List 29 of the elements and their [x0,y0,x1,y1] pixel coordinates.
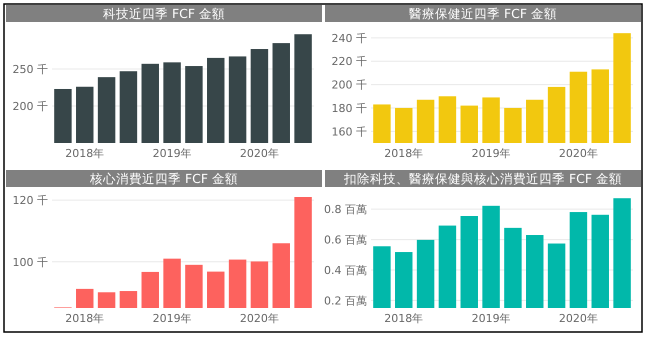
y-tick-label: 120 千 [12,194,48,208]
y-tick-label: 0.2 百萬 [324,294,367,308]
y-tick-label: 200 千 [332,78,367,92]
x-tick-label: 2020年 [558,312,598,325]
y-tick-label: 0.4 百萬 [324,264,367,277]
x-tick-label: 2019年 [472,147,511,160]
y-tick-label: 250 千 [12,63,48,76]
title: 科技近四季 FCF 金額 [102,6,226,21]
y-tick-label: 220 千 [332,55,367,68]
x-tick-label: 2019年 [472,312,511,325]
title: 醫療保健近四季 FCF 金額 [408,6,558,21]
x-tick-label: 2020年 [558,147,598,160]
x-tick-label: 2018年 [65,312,104,325]
y-tick-label: 240 千 [332,32,367,45]
x-tick-label: 2019年 [152,312,192,325]
y-tick-label: 100 千 [12,256,48,269]
x-tick-label: 2018年 [384,147,424,160]
x-tick-label: 2018年 [65,147,104,160]
x-tick-label: 2020年 [240,312,279,325]
x-tick-label: 2018年 [384,312,424,325]
y-tick-label: 160 千 [332,125,367,138]
title: 扣除科技、醫療保健與核心消費近四季 FCF 金額 [344,171,622,186]
y-tick-label: 0.8 百萬 [324,203,367,216]
x-tick-label: 2019年 [152,147,192,160]
title: 核心消費近四季 FCF 金額 [90,171,238,186]
y-tick-label: 0.6 百萬 [324,234,367,247]
y-tick-label: 180 千 [332,102,367,115]
y-tick-label: 200 千 [12,100,48,113]
x-tick-label: 2020年 [240,147,279,160]
